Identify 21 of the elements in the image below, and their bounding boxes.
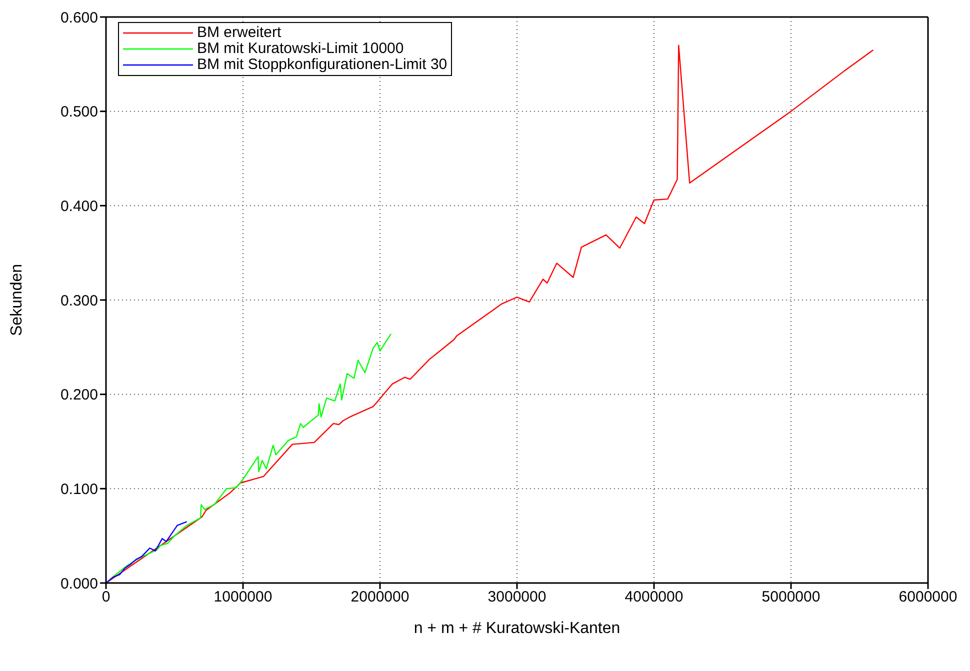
x-tick-label: 2000000 <box>350 588 410 606</box>
x-axis-title: n + m + # Kuratowski-Kanten <box>414 620 620 637</box>
y-tick-label: 0.500 <box>60 104 98 121</box>
legend-label: BM mit Stoppkonfigurationen-Limit 30 <box>197 56 448 73</box>
y-tick-label: 0.200 <box>60 386 98 404</box>
y-tick-label: 0.300 <box>60 292 98 310</box>
x-tick-label: 5000000 <box>762 588 820 606</box>
legend-label: BM mit Kuratowski-Limit 10000 <box>197 40 404 57</box>
y-tick-label: 0.600 <box>60 9 98 26</box>
x-tick-label: 3000000 <box>488 588 546 606</box>
y-tick-label: 0.100 <box>60 480 98 498</box>
line-series <box>106 521 188 583</box>
x-tick-label: 0 <box>102 588 110 606</box>
x-tick-label: 6000000 <box>898 588 958 606</box>
y-axis-title: Sekunden <box>8 264 26 336</box>
x-tick-label: 4000000 <box>624 588 684 606</box>
line-series <box>106 333 392 583</box>
legend-label: BM erweitert <box>197 24 282 41</box>
y-tick-label: 0.400 <box>60 198 98 215</box>
y-tick-label: 0.000 <box>60 575 98 592</box>
x-tick-label: 1000000 <box>214 588 272 606</box>
